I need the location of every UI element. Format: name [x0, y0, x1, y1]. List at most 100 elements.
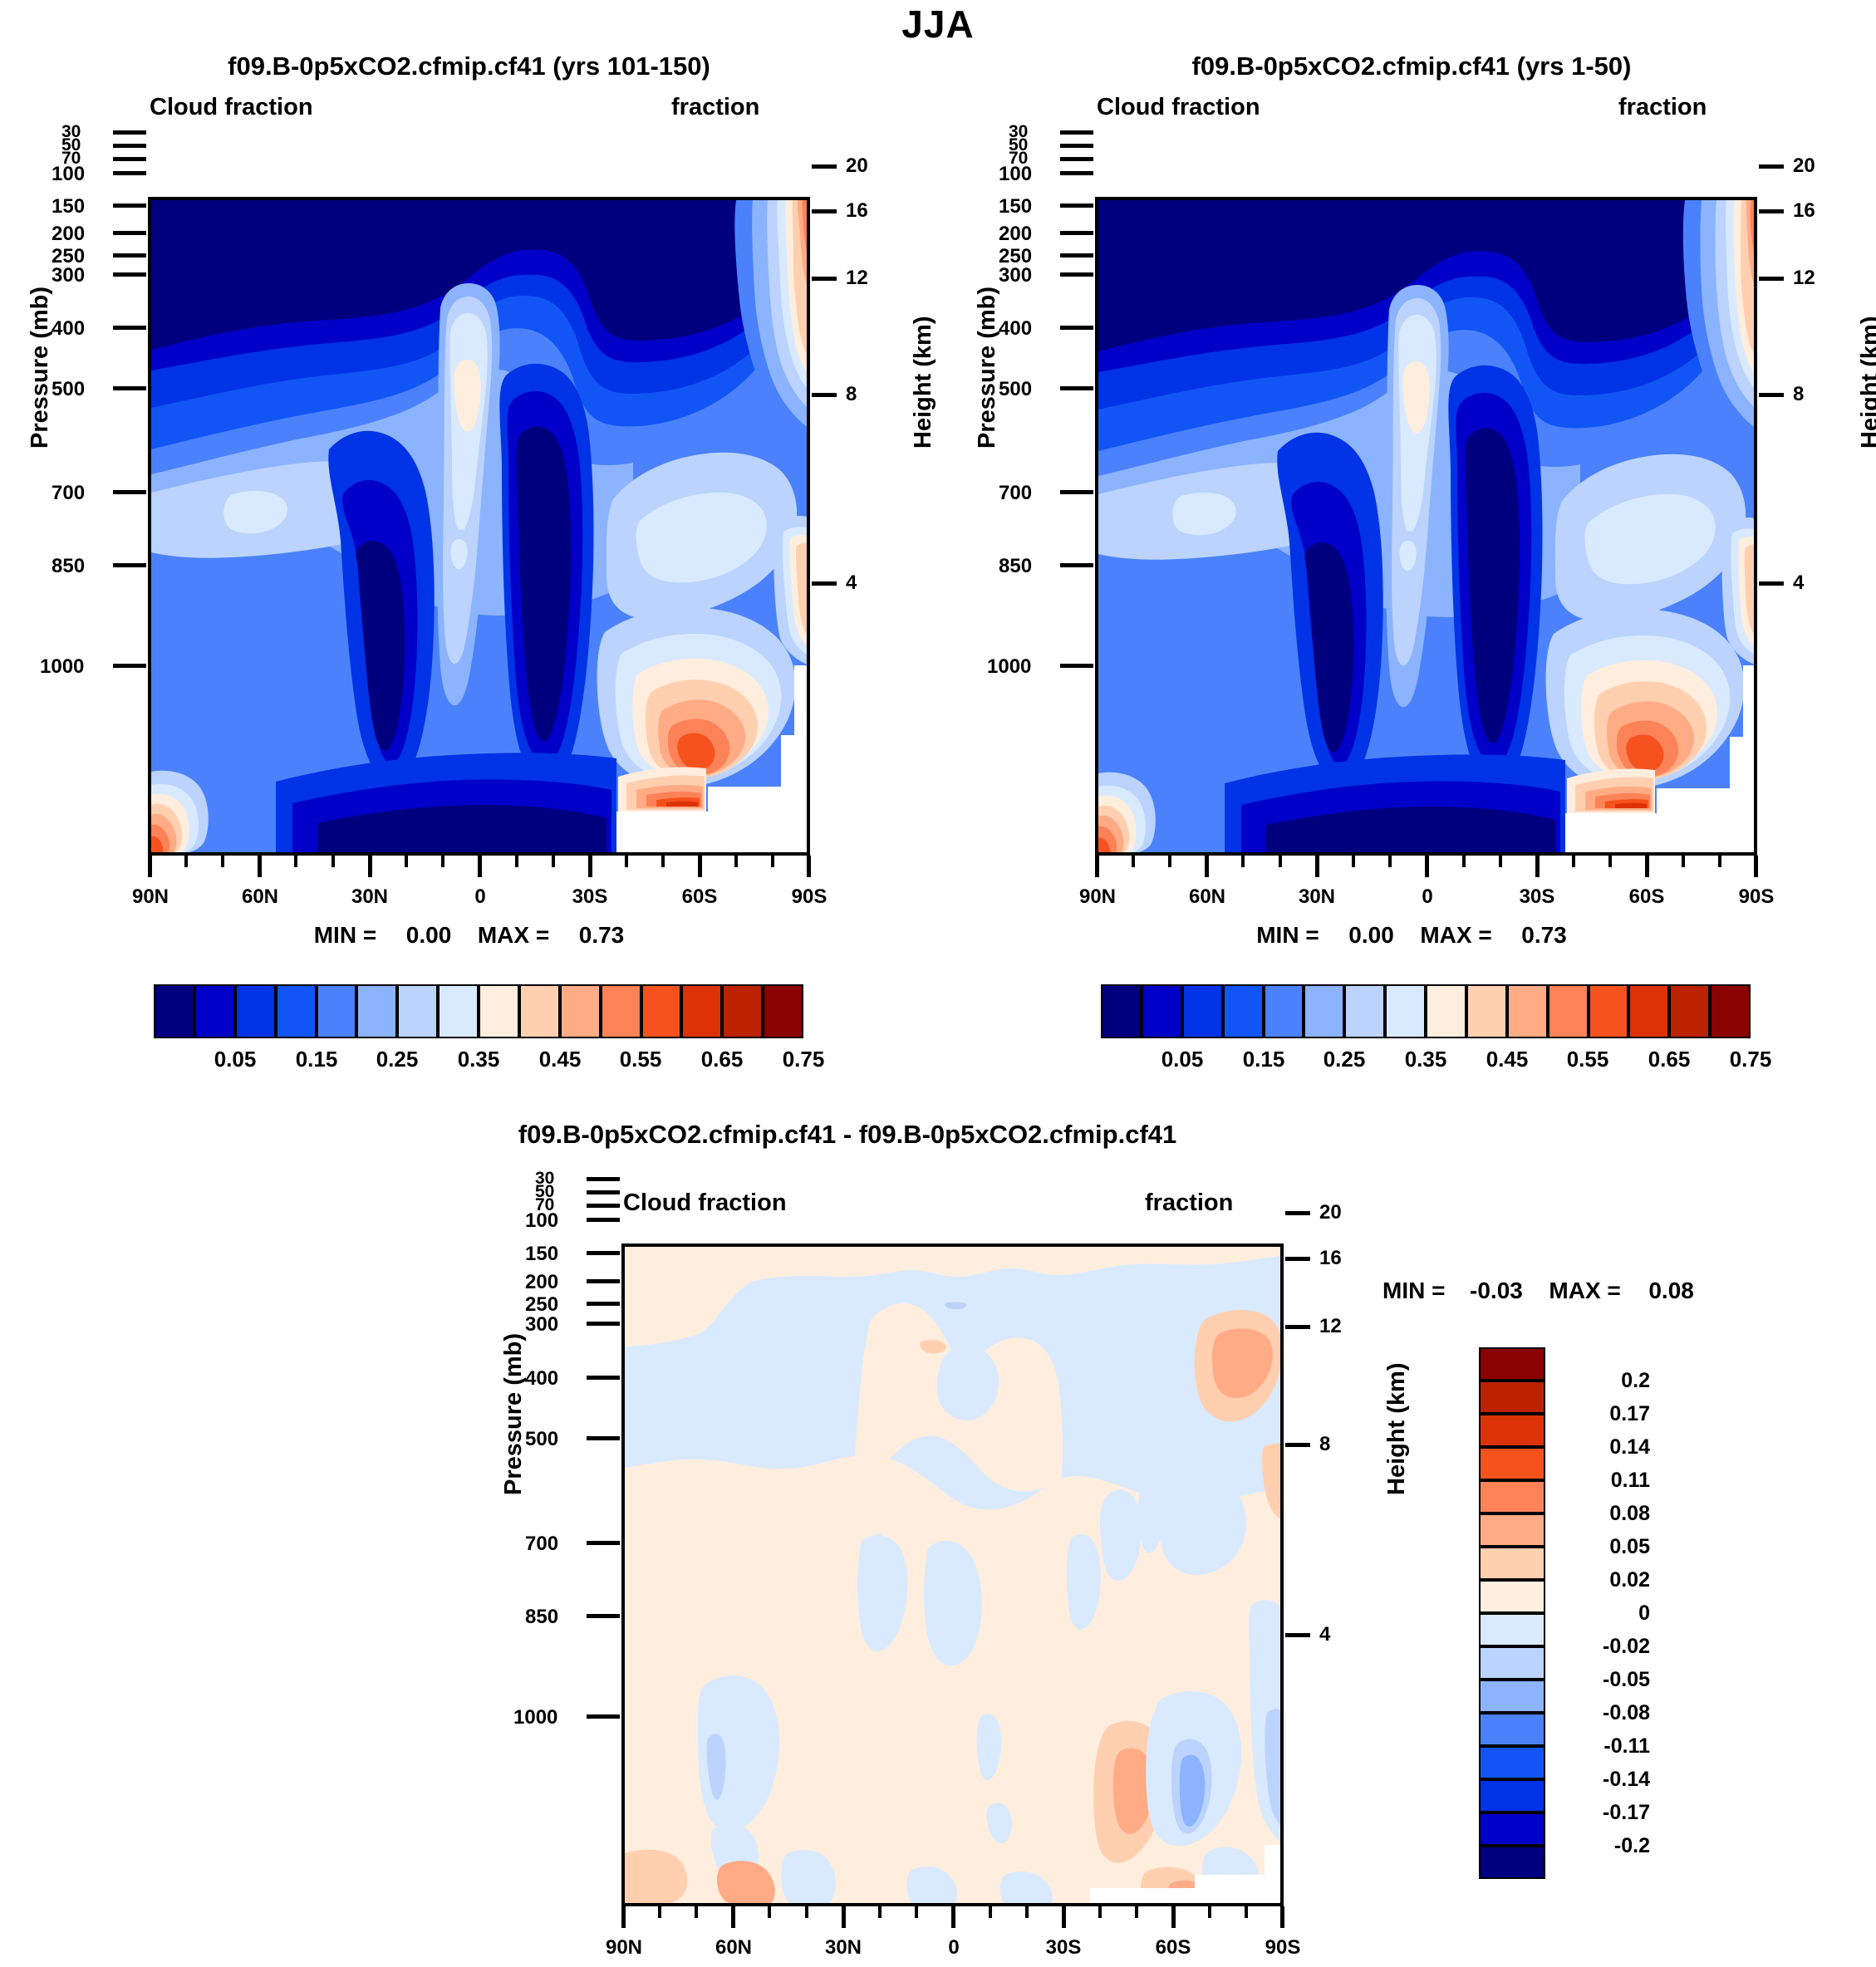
y2-tick-20: 20	[1319, 1201, 1342, 1224]
max-label-top-left: MAX =	[477, 922, 550, 948]
vcbar-cell	[1479, 1513, 1545, 1547]
y2-tick-4: 4	[1319, 1623, 1331, 1646]
max-value-top-right: 0.73	[1521, 922, 1567, 948]
cbar-label: 0.15	[295, 1047, 338, 1072]
x-tick-30S: 30S	[1045, 1936, 1082, 1959]
contour-plot-top-left	[151, 200, 807, 852]
cbar-label: 0.45	[1486, 1047, 1529, 1072]
y-tick-150: 150	[52, 195, 86, 218]
x-tick-60S: 60S	[681, 885, 718, 908]
y-tick-700: 700	[999, 482, 1033, 504]
y-tick-100: 100	[525, 1209, 559, 1232]
y2-tick-12: 12	[1793, 267, 1815, 289]
y-tick-1000: 1000	[513, 1706, 558, 1729]
colorbar-top-right[interactable]	[1101, 984, 1751, 1038]
y2-tick-4: 4	[1793, 571, 1805, 594]
cbar-label: 0.55	[1566, 1047, 1609, 1072]
y-tick-500: 500	[525, 1428, 559, 1450]
y2-tick-16: 16	[1793, 199, 1815, 222]
vcbar-cell	[1479, 1613, 1545, 1646]
right-header-bottom-diff: fraction	[1145, 1190, 1234, 1216]
y-tick-500: 500	[999, 378, 1033, 400]
cbar-label: 0.25	[376, 1047, 419, 1072]
cbar-cell	[1669, 984, 1711, 1038]
min-label-top-left: MIN =	[313, 922, 377, 948]
cbar-label: 0.45	[538, 1047, 582, 1072]
max-value-top-left: 0.73	[578, 922, 625, 948]
cbar-cell	[1344, 984, 1386, 1038]
x-tick-30N: 30N	[824, 1936, 862, 1959]
cbar-label: 0.15	[1242, 1047, 1285, 1072]
max-value-bottom-diff: 0.08	[1648, 1278, 1694, 1303]
y-tick-700: 700	[525, 1533, 559, 1555]
vcbar-cell	[1479, 1746, 1545, 1779]
vcbar-label: -0.17	[1603, 1801, 1650, 1824]
y-tick-400: 400	[52, 317, 86, 340]
colorbar-bottom-diff[interactable]	[1479, 1347, 1545, 1879]
y2-tick-16: 16	[1319, 1247, 1342, 1269]
x-tick-90N: 90N	[1078, 885, 1117, 908]
y-axis-title-top-left: Pressure (mb)	[27, 286, 53, 449]
x-tick-0: 0	[474, 885, 486, 908]
min-value-top-left: 0.00	[405, 922, 452, 948]
vcbar-cell	[1479, 1646, 1545, 1680]
x-tick-60N: 60N	[1188, 885, 1226, 908]
cbar-label: 0.65	[1648, 1047, 1691, 1072]
vcbar-label: 0.17	[1609, 1402, 1650, 1425]
left-header-top-right: Cloud fraction	[1097, 94, 1260, 120]
vcbar-label: -0.2	[1613, 1834, 1650, 1857]
y-tick-50: 50	[1009, 135, 1029, 155]
y2-tick-4: 4	[846, 571, 857, 594]
cbar-cell	[1141, 984, 1182, 1038]
contour-plot-bottom-diff	[625, 1247, 1280, 1903]
y-tick-70: 70	[535, 1195, 555, 1214]
y-tick-300: 300	[52, 264, 86, 287]
cbar-cell	[1426, 984, 1466, 1038]
cbar-cell	[1506, 984, 1548, 1038]
panel-title-bottom-diff: f09.B-0p5xCO2.cfmip.cf41 - f09.B-0p5xCO2…	[518, 1120, 1177, 1149]
main-title: JJA	[901, 2, 975, 46]
x-tick-60S: 60S	[1628, 885, 1665, 908]
y2-tick-8: 8	[1793, 383, 1805, 405]
right-header-top-right: fraction	[1618, 94, 1707, 120]
y-tick-300: 300	[525, 1313, 559, 1336]
vcbar-cell	[1479, 1680, 1545, 1713]
x-tick-90S: 90S	[1265, 1936, 1301, 1959]
y-tick-30: 30	[535, 1169, 555, 1188]
y-tick-100: 100	[52, 163, 86, 185]
y-tick-400: 400	[999, 317, 1033, 340]
y-axis-title-top-right: Pressure (mb)	[974, 286, 1000, 449]
x-tick-90S: 90S	[1738, 885, 1775, 908]
y-tick-200: 200	[52, 223, 86, 245]
y-tick-150: 150	[999, 195, 1033, 218]
cbar-cell	[1466, 984, 1507, 1038]
y2-tick-12: 12	[1319, 1315, 1342, 1337]
cbar-cell	[479, 984, 519, 1038]
cbar-cell	[1588, 984, 1629, 1038]
vcbar-label: 0	[1638, 1602, 1650, 1625]
vcbar-label: -0.02	[1603, 1635, 1650, 1658]
contour-plot-top-right	[1098, 200, 1754, 852]
y-tick-250: 250	[999, 245, 1033, 267]
x-tick-30N: 30N	[351, 885, 389, 908]
vcbar-label: 0.11	[1610, 1469, 1650, 1492]
cbar-cell	[1710, 984, 1751, 1038]
left-header-top-left: Cloud fraction	[150, 94, 313, 120]
colorbar-top-left[interactable]	[154, 984, 803, 1038]
vcbar-label: 0.02	[1609, 1568, 1650, 1592]
cbar-cell	[1547, 984, 1589, 1038]
y-tick-30: 30	[61, 122, 81, 141]
x-tick-60S: 60S	[1155, 1936, 1191, 1959]
minmax-bottom-diff: MIN = -0.03 MAX = 0.08	[1382, 1278, 1694, 1304]
x-tick-60N: 60N	[241, 885, 279, 908]
x-tick-90S: 90S	[791, 885, 828, 908]
min-label-bottom-diff: MIN =	[1382, 1278, 1446, 1303]
max-label-top-right: MAX =	[1420, 922, 1492, 948]
y-tick-250: 250	[525, 1293, 559, 1316]
cbar-cell	[1101, 984, 1142, 1038]
cbar-cell	[518, 984, 560, 1038]
vcbar-cell	[1479, 1480, 1545, 1513]
y2-tick-8: 8	[1319, 1433, 1331, 1455]
cbar-label: 0.65	[700, 1047, 744, 1072]
y-tick-850: 850	[52, 555, 86, 577]
